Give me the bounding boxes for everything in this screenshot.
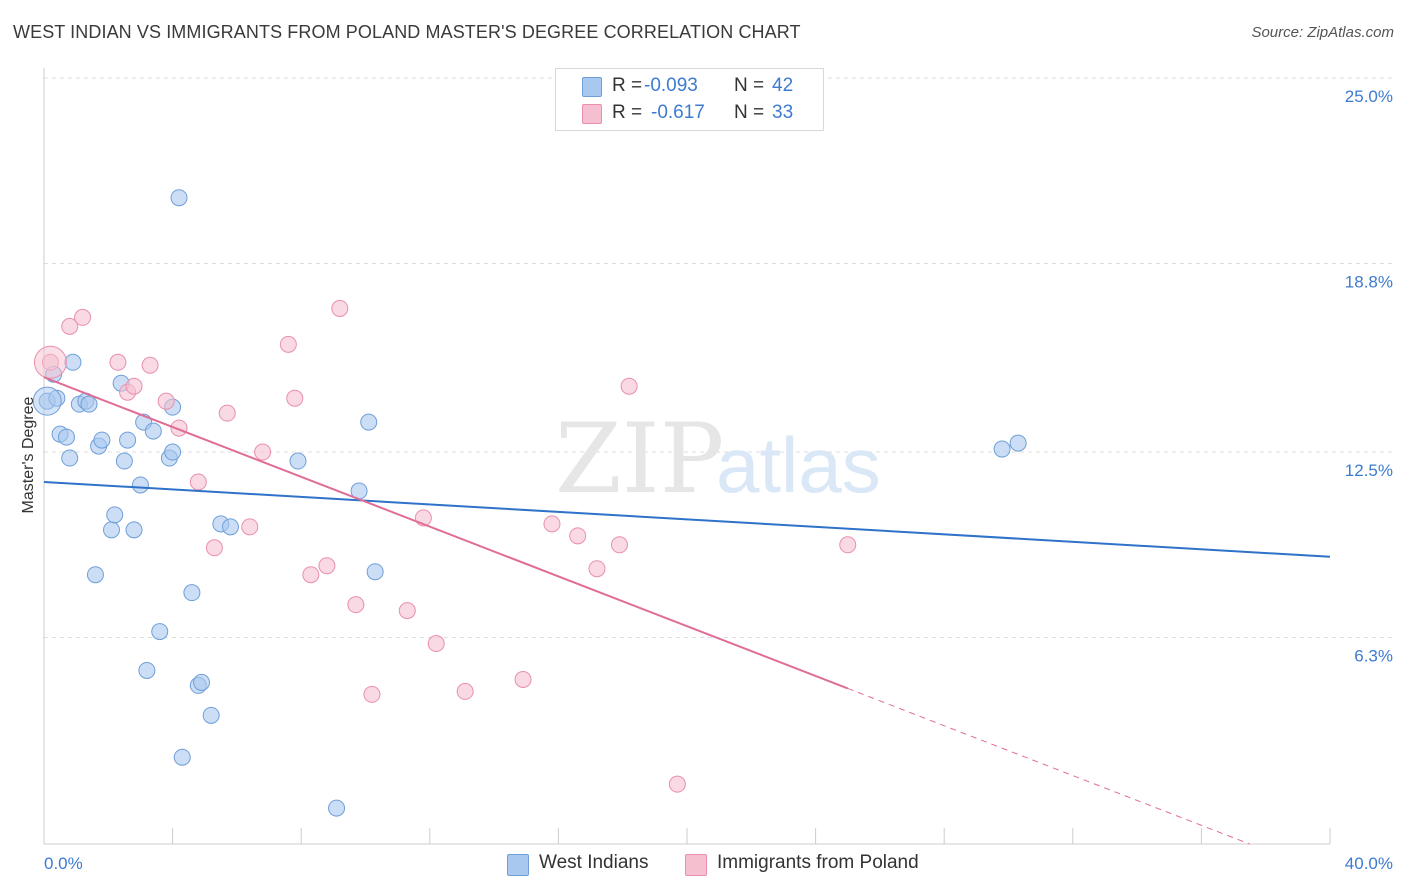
west-indian-point [64, 353, 82, 371]
x-tick-label: 0.0% [44, 854, 83, 873]
west-indian-point [131, 476, 149, 494]
west-indian-point [144, 422, 162, 440]
gridlines: 6.3% 12.5% 18.8% 25.0% [44, 77, 1394, 666]
poland-point [302, 566, 320, 584]
poland-point [569, 527, 587, 545]
west-indian-point [366, 563, 384, 581]
trend-lines [43, 376, 1331, 845]
west-indian-point [61, 449, 79, 467]
y-tick-label: 6.3% [1354, 647, 1393, 666]
source-label: Source: ZipAtlas.com [1251, 24, 1394, 41]
west-indian-trend-line [43, 480, 1331, 558]
legend-r-label: R = [612, 102, 643, 123]
poland-point [668, 775, 686, 793]
west-indian-point [170, 189, 188, 207]
poland-point-large [33, 345, 67, 379]
legend-r-label: R = [612, 75, 643, 96]
west-indian-point [328, 799, 346, 817]
west-indian-point [103, 521, 121, 539]
legend-swatch-pink [582, 104, 602, 124]
poland-trend-extension [847, 687, 1250, 845]
poland-point [241, 518, 259, 536]
poland-point [61, 317, 79, 335]
west-indian-point [360, 413, 378, 431]
bottom-legend-swatch-pink [685, 854, 707, 876]
poland-point [543, 515, 561, 533]
west-indian-point [164, 443, 182, 461]
poland-point [610, 536, 628, 554]
bottom-legend-label: Immigrants from Poland [717, 852, 919, 873]
poland-point [279, 335, 297, 353]
west-indian-point [193, 673, 211, 691]
watermark: ZIP atlas [555, 403, 881, 515]
west-indian-point [173, 748, 191, 766]
legend-swatch-blue [582, 77, 602, 97]
poland-point [157, 392, 175, 410]
y-tick-label: 12.5% [1345, 461, 1393, 480]
poland-point [109, 353, 127, 371]
west-indian-point [151, 623, 169, 641]
poland-point [427, 635, 445, 653]
west-indian-point [202, 706, 220, 724]
poland-point [189, 473, 207, 491]
axes: 0.0% 40.0% [43, 68, 1393, 873]
west-indian-point [289, 452, 307, 470]
poland-point [514, 670, 532, 688]
legend-r-value: -0.093 [644, 75, 698, 96]
west-indian-point [125, 521, 143, 539]
poland-point [218, 404, 236, 422]
west-indian-point [1009, 434, 1027, 452]
y-tick-label: 18.8% [1345, 273, 1393, 292]
bottom-legend-swatch-blue [507, 854, 529, 876]
watermark-zip: ZIP [555, 403, 724, 515]
west-indian-point-large [32, 386, 62, 416]
west-indian-point [119, 431, 137, 449]
poland-point [286, 389, 304, 407]
poland-point [620, 377, 638, 395]
west-indian-point [183, 584, 201, 602]
poland-point [74, 308, 92, 326]
poland-point [318, 557, 336, 575]
poland-point [588, 560, 606, 578]
poland-trend-line [43, 376, 849, 690]
legend-n-value: 42 [772, 75, 794, 96]
west-indian-point [86, 566, 104, 584]
poland-point [839, 536, 857, 554]
poland-point [347, 596, 365, 614]
legend-n-label: N = [734, 75, 765, 96]
west-indian-point [80, 395, 98, 413]
west-indian-point [106, 506, 124, 524]
legend-n-value: 33 [772, 102, 794, 123]
poland-point [456, 682, 474, 700]
correlation-legend: R = -0.093 N = 42 R = -0.617 N = 33 [555, 68, 824, 131]
y-tick-label: 25.0% [1345, 87, 1393, 106]
west-indian-point [93, 431, 111, 449]
x-tick-label: 40.0% [1345, 854, 1393, 873]
legend-n-label: N = [734, 102, 765, 123]
poland-point [331, 299, 349, 317]
chart-title: WEST INDIAN VS IMMIGRANTS FROM POLAND MA… [13, 22, 801, 42]
west-indian-point [115, 452, 133, 470]
poland-point [363, 685, 381, 703]
bottom-legend-label: West Indians [539, 852, 649, 873]
west-indian-point [221, 518, 239, 536]
poland-point [205, 539, 223, 557]
west-indian-point [138, 661, 156, 679]
poland-point [254, 443, 272, 461]
poland-point [141, 356, 159, 374]
poland-point [125, 377, 143, 395]
west-indian-point [993, 440, 1011, 458]
data-points [32, 189, 1027, 817]
legend-r-value: -0.617 [651, 102, 705, 123]
west-indian-point [58, 428, 76, 446]
watermark-atlas: atlas [716, 421, 881, 509]
y-axis-label: Master's Degree [20, 396, 37, 513]
poland-point [398, 602, 416, 620]
